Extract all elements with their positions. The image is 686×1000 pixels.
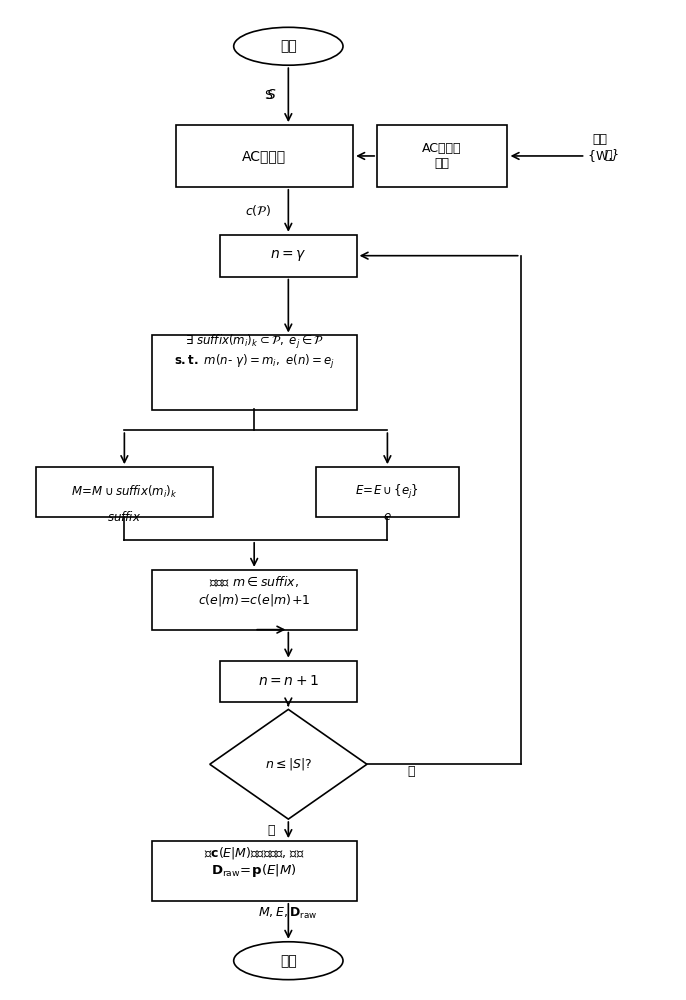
Text: $n = \gamma$: $n = \gamma$ [270,248,307,263]
Text: $\exists\ \mathit{suffix}(m_i)_k \subset \mathcal{P},\ e_j \in \mathcal{P}$: $\exists\ \mathit{suffix}(m_i)_k \subset… [185,333,324,351]
Bar [152,335,357,410]
Bar [152,570,357,630]
Text: $c(e|m)\!=\!c(e|m)\!+\!1$: $c(e|m)\!=\!c(e|m)\!+\!1$ [198,592,311,608]
Text: $e$: $e$ [383,510,392,523]
Text: $\mathbf{D}_\mathrm{raw}\!=\!\mathbf{p}(E|M)$: $\mathbf{D}_\mathrm{raw}\!=\!\mathbf{p}(… [211,862,297,879]
Text: 输入: 输入 [280,39,297,53]
Text: $n = n+1$: $n = n+1$ [258,674,319,688]
Bar [220,661,357,702]
Ellipse shape [234,942,343,980]
Text: $n \leq |S|?$: $n \leq |S|?$ [265,756,312,772]
Bar [316,467,459,517]
Text: $S$: $S$ [266,88,276,102]
Polygon shape [210,709,367,819]
Text: 输出: 输出 [280,954,297,968]
Ellipse shape [234,27,343,65]
Text: $\mathit{suffix}$: $\mathit{suffix}$ [107,510,141,524]
Text: 对$\mathbf{c}(E|M)$每行归一化, 得到: 对$\mathbf{c}(E|M)$每行归一化, 得到 [204,845,305,861]
Text: 𝒫}: 𝒫} [604,149,619,162]
Text: $M, E, \mathbf{D}_\mathrm{raw}$: $M, E, \mathbf{D}_\mathrm{raw}$ [259,906,318,921]
Text: AC自动机
生成: AC自动机 生成 [423,142,462,170]
Text: $M\!=\!M\cup \mathit{suffix}(m_i)_k$: $M\!=\!M\cup \mathit{suffix}(m_i)_k$ [71,484,178,500]
Bar [152,841,357,901]
Text: $\mathbf{s.t.}\ m(n\text{-}\ \gamma) = m_i,\ e(n) = e_j$: $\mathbf{s.t.}\ m(n\text{-}\ \gamma) = m… [174,353,335,371]
Bar [220,235,357,277]
Text: S: S [264,89,272,102]
Text: 参数: 参数 [593,133,607,146]
Text: AC自动机: AC自动机 [242,149,287,163]
Text: 否: 否 [267,824,274,837]
Bar [176,125,353,187]
Text: 对每个 $m\in \mathit{suffix},$: 对每个 $m\in \mathit{suffix},$ [209,574,299,589]
Text: 是: 是 [407,765,415,778]
Text: $c(\mathcal{P})$: $c(\mathcal{P})$ [245,203,270,218]
Text: $E\!=\!E\cup \{e_j\}$: $E\!=\!E\cup \{e_j\}$ [355,483,419,501]
Bar [377,125,507,187]
Bar [36,467,213,517]
Text: {W,: {W, [588,149,616,162]
